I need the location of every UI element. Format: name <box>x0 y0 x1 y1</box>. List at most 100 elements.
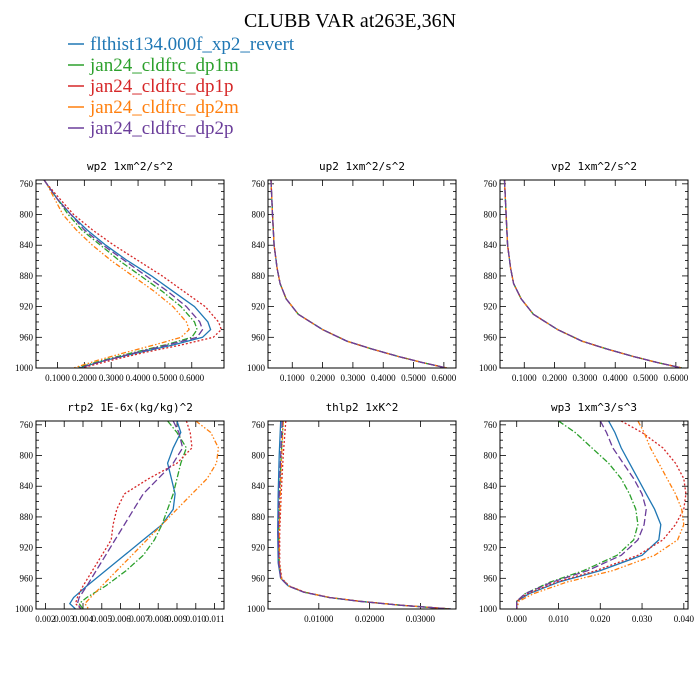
x-tick-label: 0.5000 <box>153 373 178 383</box>
y-tick-label: 920 <box>484 543 498 553</box>
plot-frame <box>267 179 457 369</box>
x-tick-label: 0.6000 <box>663 373 688 383</box>
y-tick-label: 960 <box>20 573 34 583</box>
series-line-2 <box>503 180 683 368</box>
y-tick-label: 760 <box>20 420 34 430</box>
series-line-3 <box>516 421 687 609</box>
panel-thlp2: thlp2 1xK^2 760 800 840 880 920 960 1000 0.01000… <box>247 401 457 624</box>
figure-title: CLUBB VAR at263E,36N <box>244 10 456 32</box>
series-line-5 <box>516 421 647 609</box>
x-tick-label: 0.4000 <box>126 373 151 383</box>
legend-item: jan24_cldfrc_dp1p <box>68 76 234 97</box>
series-line-1 <box>503 180 683 368</box>
series-line-2 <box>78 421 188 609</box>
y-tick-label: 920 <box>252 302 266 312</box>
panel-title: thlp2 1xK^2 <box>326 401 399 414</box>
y-tick-label: 760 <box>252 420 266 430</box>
x-tick-label: 0.5000 <box>633 373 658 383</box>
x-tick-label: 0.03000 <box>406 614 436 624</box>
y-tick-label: 1000 <box>247 604 266 614</box>
x-tick-label: 0.008 <box>148 614 169 624</box>
y-tick-label: 920 <box>484 302 498 312</box>
y-tick-label: 800 <box>252 451 266 461</box>
x-tick-label: 0.002 <box>35 614 55 624</box>
legend-item: jan24_cldfrc_dp2p <box>68 118 234 139</box>
y-tick-label: 880 <box>20 271 34 281</box>
plot-frame <box>35 420 225 610</box>
series-line-4 <box>84 421 220 609</box>
x-tick-label: 0.011 <box>205 614 225 624</box>
panel-title: vp2 1xm^2/s^2 <box>551 160 637 173</box>
legend-label: jan24_cldfrc_dp2m <box>89 97 239 118</box>
y-tick-label: 960 <box>484 573 498 583</box>
panel-wp3: wp3 1xm^3/s^3 760 800 840 880 920 960 1000 0.000… <box>479 401 694 624</box>
series-group <box>43 180 223 368</box>
series-line-2 <box>270 180 448 368</box>
series-group <box>270 180 448 368</box>
y-tick-label: 880 <box>484 271 498 281</box>
series-line-3 <box>503 180 683 368</box>
series-line-5 <box>76 421 184 609</box>
x-tick-label: 0.004 <box>73 614 94 624</box>
y-tick-label: 880 <box>252 512 266 522</box>
y-tick-label: 880 <box>252 271 266 281</box>
x-tick-label: 0.2000 <box>72 373 97 383</box>
x-tick-label: 0.3000 <box>341 373 366 383</box>
x-tick-label: 0.009 <box>167 614 188 624</box>
y-tick-label: 960 <box>252 332 266 342</box>
series-line-2 <box>43 180 198 368</box>
y-tick-label: 880 <box>484 512 498 522</box>
y-tick-label: 800 <box>20 451 34 461</box>
series-line-1 <box>516 421 662 609</box>
x-tick-label: 0.010 <box>548 614 569 624</box>
series-group <box>503 180 683 368</box>
series-line-4 <box>516 421 685 609</box>
y-tick-label: 760 <box>484 420 498 430</box>
y-tick-label: 1000 <box>15 604 34 614</box>
legend-label: jan24_cldfrc_dp1m <box>89 55 239 76</box>
y-tick-label: 960 <box>252 573 266 583</box>
panel-vp2: vp2 1xm^2/s^2 760 800 840 880 920 960 1000 0.100… <box>479 160 689 383</box>
x-tick-label: 0.6000 <box>179 373 204 383</box>
y-tick-label: 1000 <box>479 604 498 614</box>
panels: wp2 1xm^2/s^2 760 800 840 880 920 960 1000 0.100… <box>15 160 694 624</box>
x-tick-label: 0.5000 <box>401 373 426 383</box>
y-tick-label: 960 <box>20 332 34 342</box>
legend-label: jan24_cldfrc_dp2p <box>89 118 234 139</box>
panel-rtp2: rtp2 1E-6x(kg/kg)^2 760 800 840 880 920 960 100… <box>15 401 225 624</box>
series-line-3 <box>270 180 448 368</box>
series-line-5 <box>270 180 448 368</box>
series-line-3 <box>74 421 193 609</box>
series-line-1 <box>270 180 448 368</box>
legend-item: jan24_cldfrc_dp1m <box>68 55 239 76</box>
y-tick-label: 840 <box>484 240 498 250</box>
x-tick-label: 0.4000 <box>603 373 628 383</box>
y-tick-label: 760 <box>484 179 498 189</box>
x-tick-label: 0.006 <box>110 614 131 624</box>
y-tick-label: 760 <box>252 179 266 189</box>
x-tick-label: 0.020 <box>590 614 611 624</box>
x-tick-label: 0.3000 <box>99 373 124 383</box>
series-line-3 <box>279 421 451 609</box>
plot-frame <box>267 420 457 610</box>
y-tick-label: 840 <box>20 481 34 491</box>
y-tick-label: 800 <box>252 210 266 220</box>
x-tick-label: 0.02000 <box>355 614 385 624</box>
x-tick-label: 0.000 <box>507 614 528 624</box>
x-tick-label: 0.01000 <box>304 614 334 624</box>
panel-title: wp3 1xm^3/s^3 <box>551 401 637 414</box>
y-tick-label: 920 <box>20 543 34 553</box>
x-tick-label: 0.010 <box>186 614 207 624</box>
plot-frame <box>499 179 689 369</box>
series-line-4 <box>503 180 683 368</box>
series-group <box>277 421 451 609</box>
x-tick-label: 0.1000 <box>45 373 70 383</box>
series-group <box>516 421 687 609</box>
y-tick-label: 1000 <box>479 363 498 373</box>
series-line-5 <box>43 180 204 368</box>
y-tick-label: 800 <box>484 210 498 220</box>
series-line-4 <box>270 180 448 368</box>
y-tick-label: 880 <box>20 512 34 522</box>
y-tick-label: 1000 <box>15 363 34 373</box>
